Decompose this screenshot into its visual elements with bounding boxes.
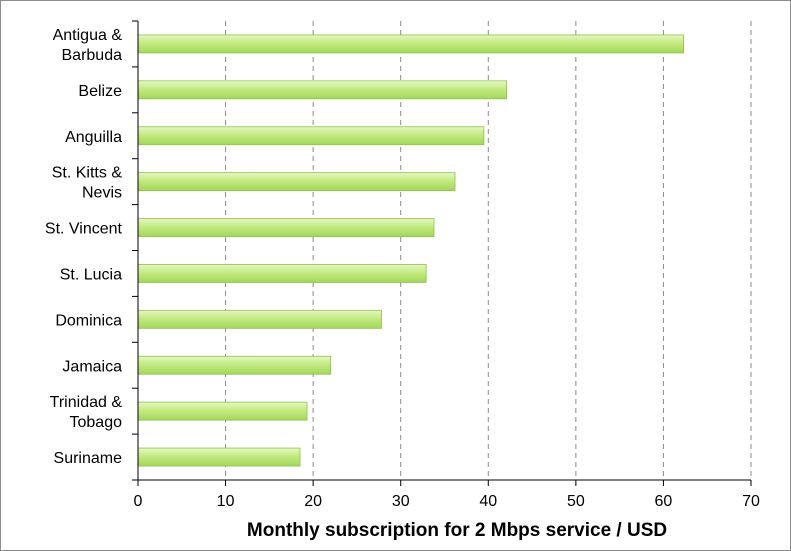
bar: [137, 447, 301, 467]
axes: [132, 20, 752, 486]
x-tick-label: 10: [217, 493, 235, 510]
x-tick-label: 20: [304, 493, 322, 510]
x-tick-label: 30: [392, 493, 410, 510]
bar: [137, 80, 508, 100]
x-tick-label: 0: [134, 493, 143, 510]
bars: [137, 34, 684, 467]
category-label: Anguilla: [65, 129, 122, 146]
bar: [137, 264, 427, 283]
bar: [137, 172, 456, 192]
category-label: St. Lucia: [60, 266, 122, 283]
bar: [137, 401, 308, 421]
x-axis-title: Monthly subscription for 2 Mbps service …: [247, 520, 667, 541]
bar: [137, 309, 382, 329]
bar: [137, 355, 332, 375]
category-label: Jamaica: [62, 358, 122, 375]
bar: [137, 126, 485, 146]
category-label: Belize: [78, 83, 122, 100]
category-label: Antigua & Barbuda: [53, 27, 123, 64]
bar: [137, 218, 435, 237]
category-label: St. Vincent: [45, 221, 123, 238]
category-label: Dominica: [55, 312, 122, 329]
category-labels: Antigua & Barbuda Belize Anguilla St. Kitts …: [45, 27, 123, 467]
x-tick-label: 40: [479, 493, 497, 510]
bar: [137, 34, 684, 54]
x-tick-labels: 0 10 20 30 40 50 60 70: [134, 493, 760, 510]
x-tick-label: 70: [742, 493, 760, 510]
category-label: Suriname: [54, 450, 123, 467]
x-tick-label: 60: [655, 493, 673, 510]
category-label: Trinidad & Tobago: [50, 394, 123, 431]
category-label: St. Kitts & Nevis: [52, 165, 123, 202]
x-tick-label: 50: [567, 493, 585, 510]
